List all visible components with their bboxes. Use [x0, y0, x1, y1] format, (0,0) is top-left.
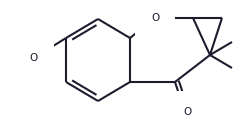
Text: O: O	[30, 53, 38, 63]
Text: O: O	[183, 107, 191, 117]
Text: O: O	[151, 13, 159, 23]
